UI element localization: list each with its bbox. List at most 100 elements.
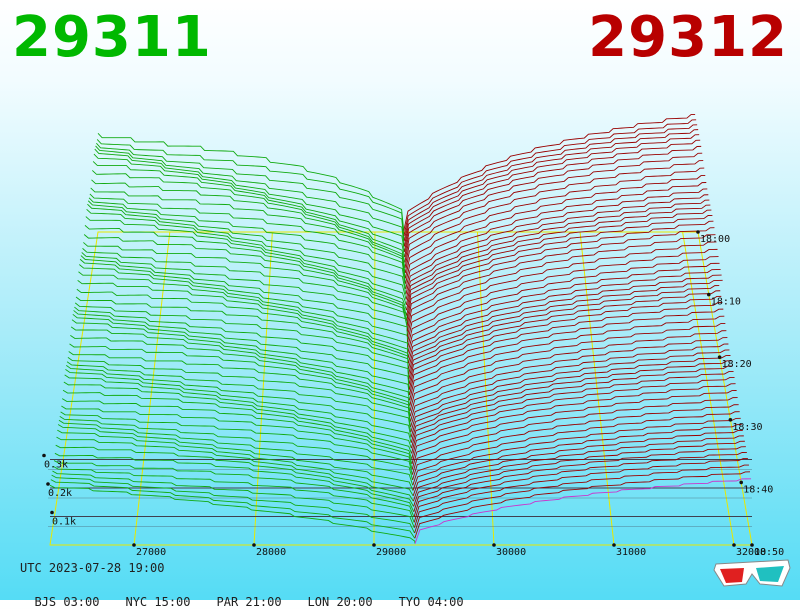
ask-curve	[408, 295, 722, 390]
ask-curve	[406, 220, 714, 327]
bid-curve	[74, 302, 410, 380]
ask-curve	[407, 268, 721, 364]
bid-curve	[61, 405, 413, 470]
bid-curve	[77, 280, 409, 364]
bid-curve	[95, 145, 405, 247]
timezone-row: BJS 03:00 NYC 15:00 PAR 21:00 LON 20:00 TYO …	[20, 581, 490, 609]
ask-curve	[408, 279, 723, 374]
ask-curve	[406, 204, 711, 311]
ask-curve	[410, 349, 730, 433]
bid-curve	[89, 193, 406, 284]
ask-curve	[410, 355, 731, 438]
bid-curve	[65, 369, 412, 443]
ask-curve	[404, 160, 704, 274]
x-tick-label: 29000	[376, 547, 406, 558]
bid-curve	[64, 374, 412, 449]
ask-curve	[413, 458, 748, 528]
axis-labels: 27000 28000 29000 30000 31000 32000 0.1k 0.2k 0.…	[42, 230, 784, 558]
bid-curve	[63, 381, 412, 454]
bid-curve	[96, 142, 405, 242]
time-tick-marker	[696, 230, 700, 234]
bid-curve	[87, 200, 407, 295]
ask-curve	[405, 188, 708, 295]
bid-curve	[78, 271, 409, 358]
time-tick-label: 18:10	[711, 297, 741, 308]
ask-price: 29312	[588, 5, 788, 70]
ask-curve	[404, 134, 700, 252]
ask-curve	[412, 411, 740, 486]
ask-curve	[408, 290, 721, 385]
x-tick-marker	[252, 543, 256, 547]
bid-curve	[57, 429, 414, 497]
bid-curve	[82, 248, 408, 332]
bid-curve	[56, 436, 414, 502]
ask-curve	[409, 330, 727, 417]
ask-depth-series	[403, 113, 752, 544]
tz-par: PAR 21:00	[216, 595, 282, 609]
ask-curve	[406, 227, 715, 332]
ask-curve	[411, 371, 734, 454]
bid-curve	[85, 216, 407, 311]
bid-curve	[58, 419, 414, 486]
bid-curve	[66, 361, 412, 433]
x-tick-marker	[612, 543, 616, 547]
ask-curve	[403, 124, 698, 242]
3d-glasses-icon[interactable]	[712, 556, 792, 592]
x-tick-marker	[372, 543, 376, 547]
ask-curve	[411, 390, 737, 470]
ask-curve	[408, 274, 722, 369]
ask-curve	[405, 175, 706, 284]
utc-time: UTC 2023-07-28 19:00	[20, 561, 165, 575]
x-tick-label: 31000	[616, 547, 646, 558]
z-tick-label: 0.3k	[44, 460, 68, 471]
bid-curve	[68, 351, 411, 422]
time-tick-label: 18:30	[732, 422, 762, 433]
z-tick-label: 0.2k	[48, 488, 72, 499]
time-tick-marker	[739, 480, 743, 485]
bid-curve	[79, 258, 409, 348]
ask-curve	[412, 424, 742, 496]
bid-depth-series	[49, 133, 416, 544]
bid-curve	[70, 326, 411, 406]
ask-curve	[403, 113, 696, 231]
bid-curve	[90, 187, 406, 279]
ask-curve	[410, 365, 733, 449]
bid-curve	[67, 357, 411, 427]
bid-curve	[87, 203, 407, 300]
bid-curve	[49, 484, 416, 544]
ask-curve	[414, 478, 752, 544]
ask-curve	[412, 404, 739, 481]
ask-curve	[405, 199, 710, 305]
time-tick-marker	[750, 543, 754, 547]
bid-curve	[94, 148, 405, 252]
ask-curve	[407, 248, 718, 348]
bid-curve	[81, 252, 408, 337]
bid-curve	[91, 170, 406, 268]
bid-curve	[83, 234, 408, 321]
ask-curve	[412, 417, 741, 491]
bid-curve	[52, 470, 415, 528]
bid-curve	[59, 415, 413, 481]
tz-tyo: TYO 04:00	[398, 595, 464, 609]
bid-curve	[88, 197, 407, 290]
time-tick-marker	[707, 292, 711, 297]
time-tick-label: 18:40	[743, 484, 773, 495]
ask-curve	[409, 337, 728, 422]
bid-curve	[69, 343, 411, 417]
ask-curve	[407, 262, 720, 359]
ask-curve	[411, 376, 735, 459]
bid-curve	[83, 242, 408, 327]
tz-nyc: NYC 15:00	[125, 595, 191, 609]
ask-curve	[403, 129, 699, 247]
bid-curve	[93, 153, 406, 258]
time-tick-label: 18:20	[722, 359, 752, 370]
bid-curve	[53, 466, 415, 523]
bid-curve	[75, 296, 410, 374]
tz-bjs: BJS 03:00	[34, 595, 100, 609]
ask-curve	[407, 241, 717, 343]
bid-curve	[60, 411, 413, 475]
bid-curve	[91, 179, 406, 274]
ask-curve	[409, 302, 723, 396]
bid-curve	[53, 460, 415, 518]
